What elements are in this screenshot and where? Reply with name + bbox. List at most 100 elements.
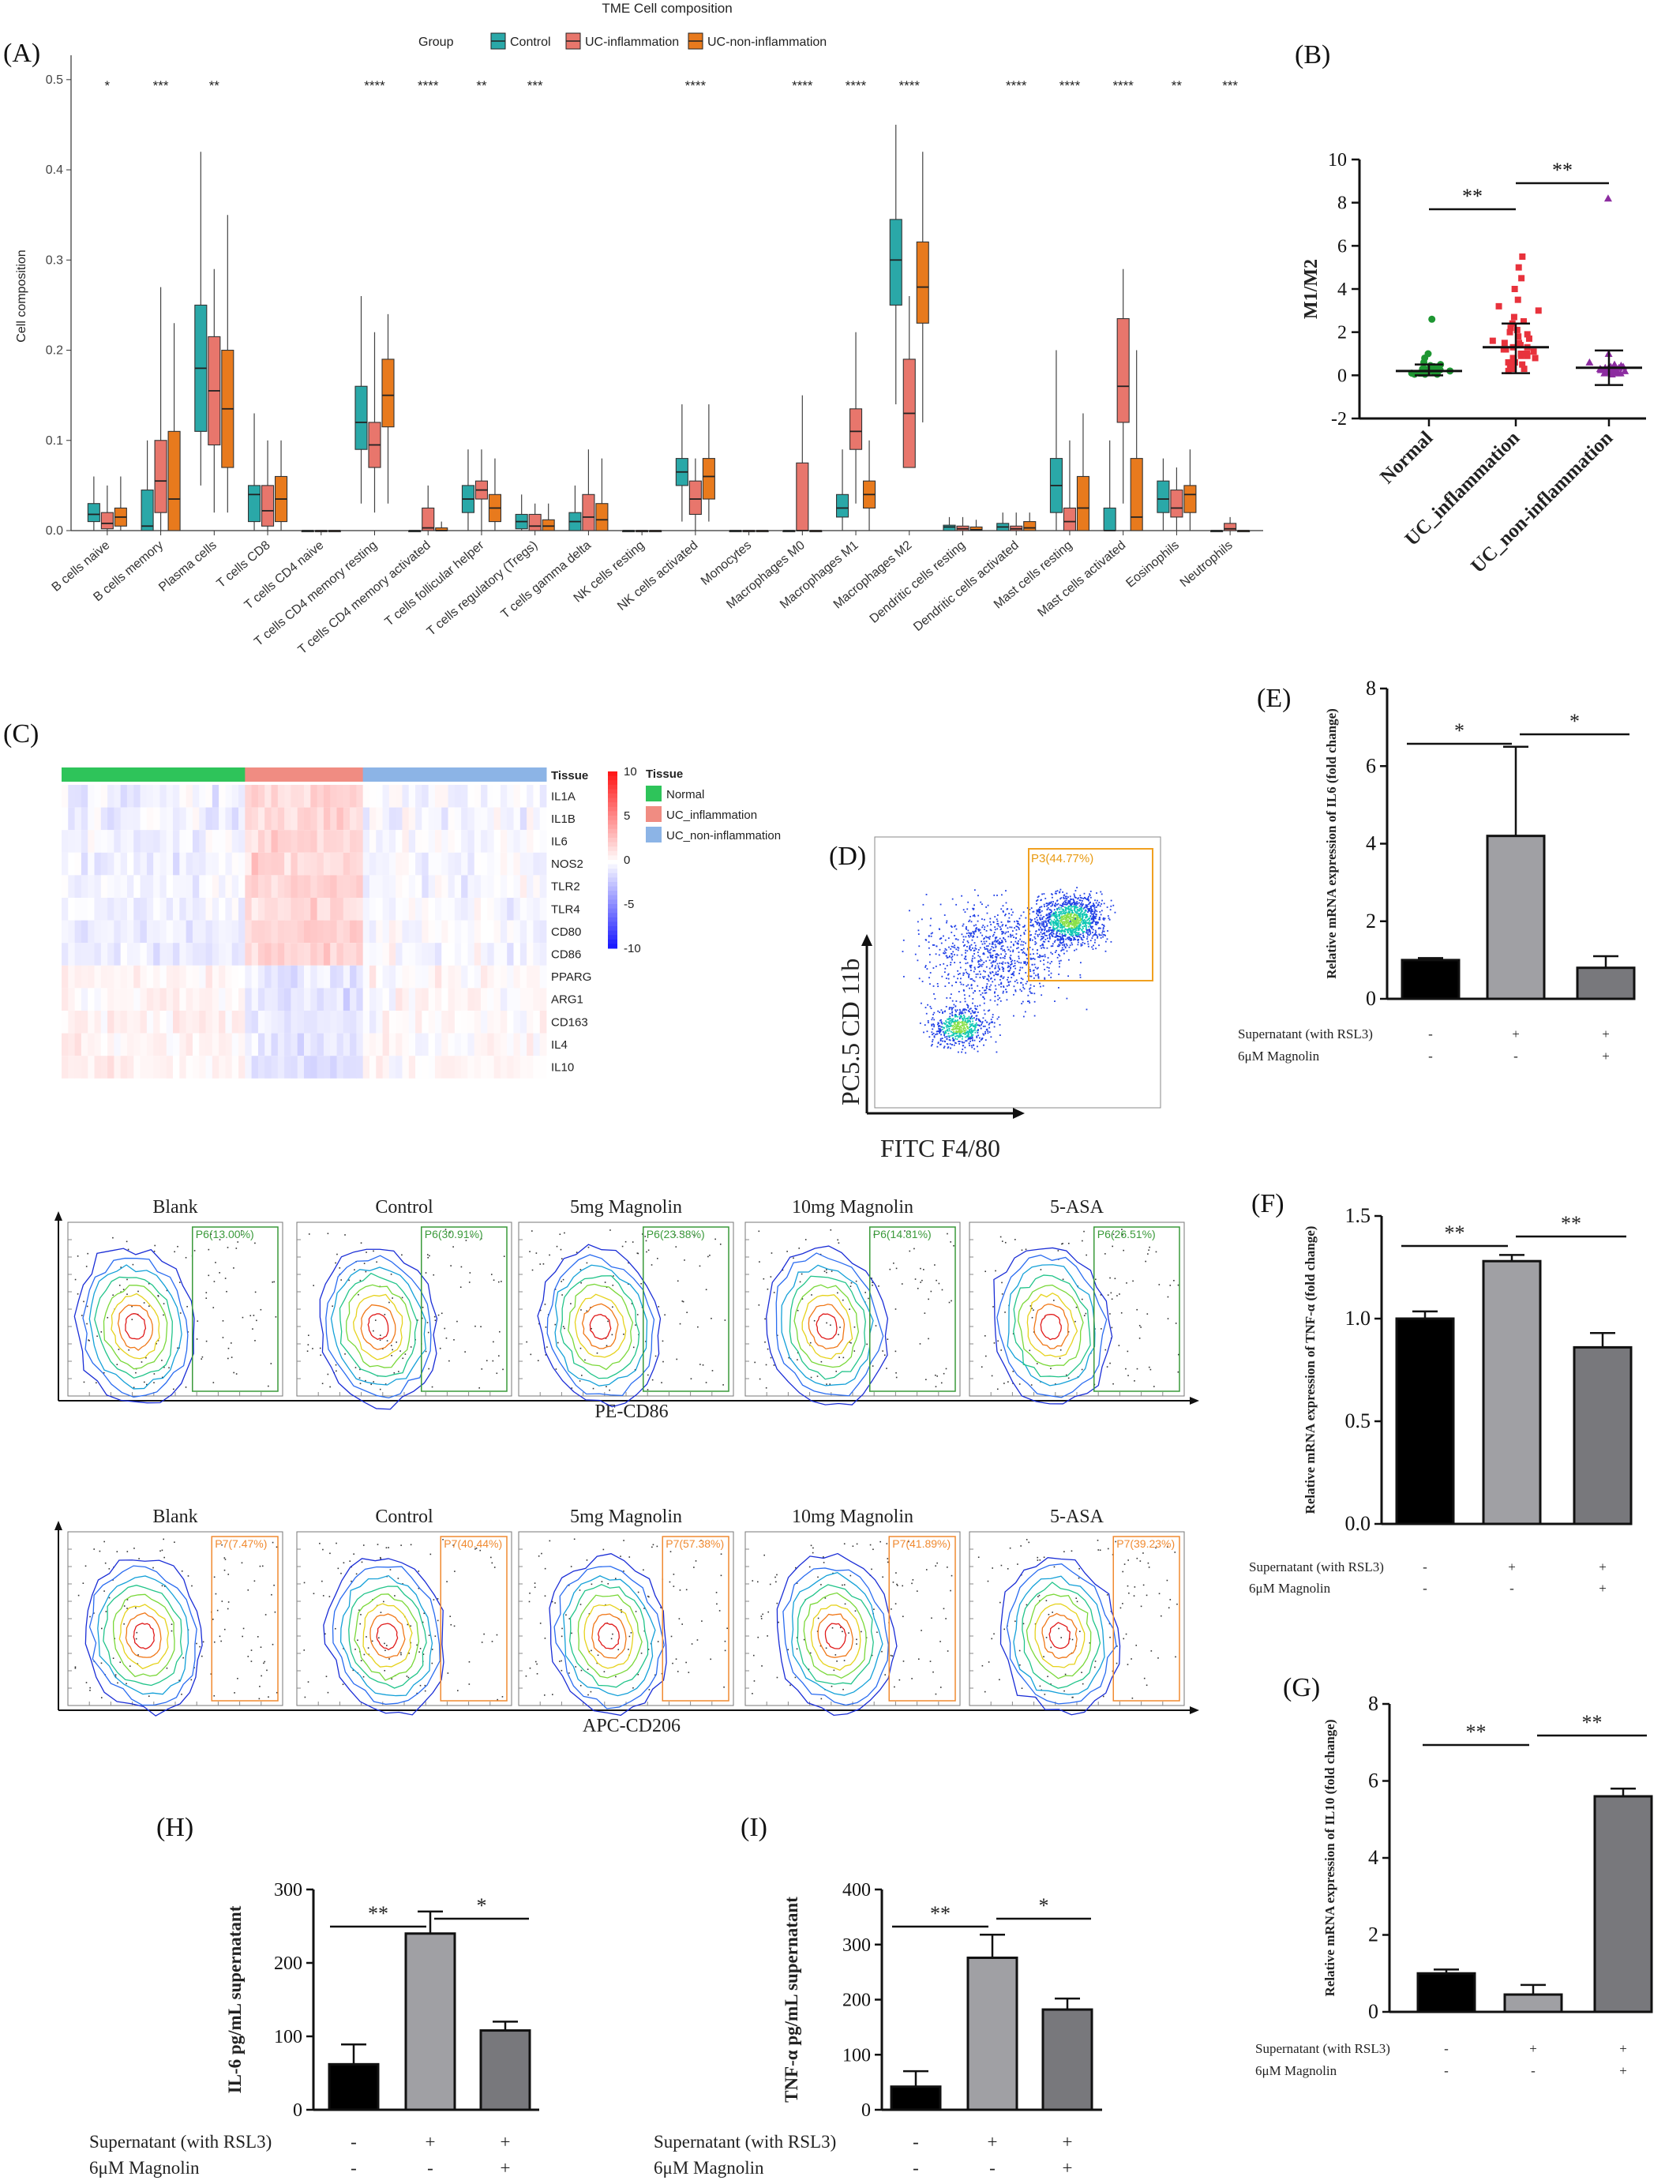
event-dot (972, 955, 974, 957)
x-tick-label: T cells follicular helper (383, 538, 487, 629)
event-dot (444, 1229, 447, 1230)
event-dot (1001, 941, 1003, 944)
heatmap-cell (513, 1056, 521, 1079)
event-dot (925, 1012, 928, 1015)
event-dot (531, 1230, 533, 1232)
event-dot (1122, 1233, 1123, 1236)
event-dot (940, 937, 943, 940)
event-dot (1048, 936, 1051, 939)
heatmap-cell (88, 1033, 95, 1056)
event-dot (1063, 909, 1065, 911)
event-dot (954, 1038, 957, 1040)
heatmap-cell (68, 943, 75, 966)
event-dot (1065, 909, 1067, 911)
event-dot (1074, 918, 1076, 920)
event-dot (1094, 923, 1097, 925)
event-dot (866, 1343, 868, 1345)
event-dot (816, 1375, 819, 1377)
event-dot (1018, 962, 1020, 963)
heatmap-cell (238, 920, 246, 944)
event-dot (497, 1281, 500, 1283)
event-dot (1037, 976, 1040, 978)
event-dot (1084, 943, 1086, 944)
heatmap-cell (415, 830, 422, 853)
heatmap-cell (297, 1033, 305, 1056)
event-dot (390, 1274, 392, 1275)
event-dot (1018, 924, 1021, 926)
event-dot (987, 904, 989, 906)
heatmap-cell (205, 1056, 213, 1079)
event-dot (1011, 977, 1013, 978)
heatmap-cell (277, 1033, 285, 1056)
heatmap-cell (251, 943, 259, 966)
event-dot (970, 1045, 973, 1047)
event-dot (909, 1230, 911, 1233)
event-dot (951, 1300, 952, 1302)
event-dot (1041, 947, 1043, 949)
event-dot (1063, 930, 1065, 933)
heatmap-cell (126, 1056, 134, 1079)
event-dot (958, 1029, 960, 1031)
heatmap-cell (205, 1011, 213, 1034)
event-dot (391, 1355, 392, 1357)
event-dot (985, 987, 988, 989)
event-dot (995, 940, 997, 943)
event-dot (951, 1008, 953, 1010)
event-dot (1059, 888, 1062, 891)
event-dot (971, 1037, 973, 1039)
event-dot (1082, 898, 1085, 900)
event-dot (971, 1046, 973, 1049)
event-dot (1011, 974, 1014, 976)
event-dot (1091, 937, 1093, 940)
event-dot (1041, 893, 1044, 895)
heatmap-cell (231, 1033, 239, 1056)
event-dot (1048, 929, 1050, 932)
significance-label: **** (685, 78, 707, 93)
event-dot (1089, 906, 1092, 908)
event-dot (963, 1015, 966, 1018)
event-dot (942, 1012, 943, 1015)
event-dot (1015, 929, 1018, 931)
event-dot (1067, 906, 1070, 909)
event-dot (468, 1282, 471, 1283)
event-dot (969, 1040, 971, 1042)
event-dot (940, 1026, 943, 1028)
heatmap-cell (388, 807, 396, 831)
event-dot (242, 1316, 244, 1319)
event-dot (1055, 891, 1057, 892)
event-dot (974, 1024, 976, 1026)
event-dot (562, 1278, 564, 1281)
event-dot (1014, 1239, 1016, 1240)
event-dot (1018, 955, 1020, 958)
event-dot (970, 970, 972, 971)
event-dot (1103, 930, 1105, 933)
event-dot (1048, 912, 1051, 914)
event-dot (1061, 949, 1063, 951)
event-dot (641, 1233, 643, 1235)
event-dot (1059, 938, 1062, 940)
event-dot (1068, 906, 1071, 907)
heatmap-cell (166, 852, 174, 876)
data-point (1603, 194, 1612, 202)
event-dot (1048, 917, 1050, 918)
event-dot (1065, 899, 1067, 902)
gate-rect (1093, 1226, 1180, 1392)
heatmap-cell (527, 1011, 534, 1034)
event-dot (1054, 912, 1056, 914)
event-dot (935, 1386, 937, 1387)
event-dot (1023, 988, 1026, 990)
heatmap-cell (330, 852, 337, 876)
heatmap-cell (186, 898, 193, 921)
event-dot (1052, 921, 1054, 923)
heatmap-cell (88, 943, 95, 966)
heatmap-cell (146, 1033, 154, 1056)
event-dot (995, 971, 997, 974)
event-dot (1051, 935, 1053, 937)
heatmap-cell (396, 1033, 403, 1056)
event-dot (964, 1027, 966, 1030)
event-dot (831, 1270, 833, 1272)
event-dot (1101, 899, 1103, 902)
heatmap-cell (323, 830, 331, 853)
heatmap-row-label: IL1B (551, 812, 576, 826)
heatmap-cell (481, 988, 488, 1011)
